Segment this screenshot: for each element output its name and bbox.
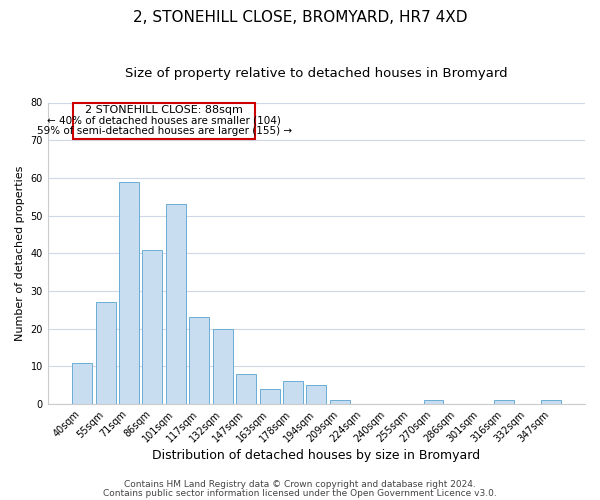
- Text: ← 40% of detached houses are smaller (104): ← 40% of detached houses are smaller (10…: [47, 115, 281, 125]
- Text: Contains public sector information licensed under the Open Government Licence v3: Contains public sector information licen…: [103, 488, 497, 498]
- Text: 2, STONEHILL CLOSE, BROMYARD, HR7 4XD: 2, STONEHILL CLOSE, BROMYARD, HR7 4XD: [133, 10, 467, 25]
- Y-axis label: Number of detached properties: Number of detached properties: [15, 166, 25, 341]
- Bar: [260, 389, 280, 404]
- Bar: [236, 374, 256, 404]
- X-axis label: Distribution of detached houses by size in Bromyard: Distribution of detached houses by size …: [152, 450, 481, 462]
- Bar: [330, 400, 350, 404]
- Bar: [95, 302, 116, 404]
- Bar: [72, 362, 92, 404]
- Text: Contains HM Land Registry data © Crown copyright and database right 2024.: Contains HM Land Registry data © Crown c…: [124, 480, 476, 489]
- Bar: [424, 400, 443, 404]
- Bar: [166, 204, 186, 404]
- Bar: [307, 385, 326, 404]
- Title: Size of property relative to detached houses in Bromyard: Size of property relative to detached ho…: [125, 68, 508, 80]
- Bar: [213, 328, 233, 404]
- Text: 59% of semi-detached houses are larger (155) →: 59% of semi-detached houses are larger (…: [37, 126, 292, 136]
- Bar: [142, 250, 163, 404]
- Bar: [541, 400, 560, 404]
- FancyBboxPatch shape: [73, 102, 256, 140]
- Bar: [119, 182, 139, 404]
- Bar: [190, 318, 209, 404]
- Bar: [283, 382, 303, 404]
- Text: 2 STONEHILL CLOSE: 88sqm: 2 STONEHILL CLOSE: 88sqm: [85, 104, 243, 115]
- Bar: [494, 400, 514, 404]
